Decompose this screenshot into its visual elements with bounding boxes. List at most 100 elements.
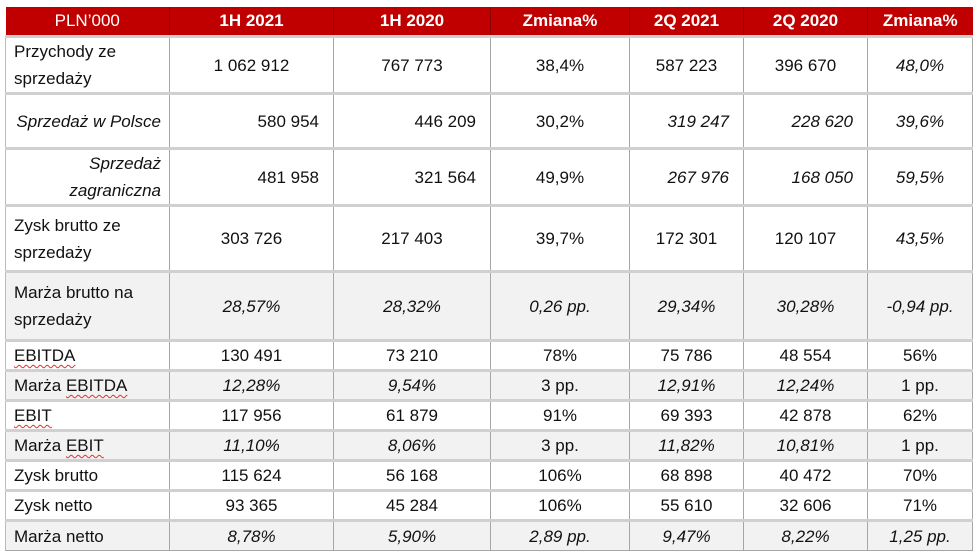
value-cell: -0,94 pp. bbox=[867, 270, 973, 341]
value-cell: 10,81% bbox=[743, 429, 868, 461]
value-cell: 396 670 bbox=[743, 35, 868, 94]
row-label: Marża EBIT bbox=[5, 429, 170, 461]
header-cell: 1H 2021 bbox=[169, 7, 334, 37]
value-cell: 172 301 bbox=[629, 204, 744, 272]
header-cell: 2Q 2021 bbox=[629, 7, 744, 37]
row-label: Zysk brutto ze sprzedaży bbox=[5, 204, 170, 272]
value-cell: 78% bbox=[490, 339, 630, 371]
value-cell: 8,78% bbox=[169, 519, 334, 551]
value-cell: 1 062 912 bbox=[169, 35, 334, 94]
value-cell: 91% bbox=[490, 399, 630, 431]
value-cell: 39,6% bbox=[867, 92, 973, 149]
value-cell: 228 620 bbox=[743, 92, 868, 149]
value-cell: 71% bbox=[867, 489, 973, 521]
row-label-text: Zysk brutto bbox=[14, 466, 99, 485]
value-cell: 106% bbox=[490, 489, 630, 521]
value-cell: 70% bbox=[867, 459, 973, 491]
value-cell: 55 610 bbox=[629, 489, 744, 521]
row-label-text: Marża EBIT bbox=[14, 436, 104, 455]
value-cell: 40 472 bbox=[743, 459, 868, 491]
value-cell: 56% bbox=[867, 339, 973, 371]
value-cell: 481 958 bbox=[169, 147, 334, 206]
table-row: Marża EBITDA 12,28% 9,54% 3 pp. 12,91% 12,24%… bbox=[5, 369, 973, 401]
row-label: EBIT bbox=[5, 399, 170, 431]
value-cell: 130 491 bbox=[169, 339, 334, 371]
value-cell: 106% bbox=[490, 459, 630, 491]
row-label: Marża brutto na sprzedaży bbox=[5, 270, 170, 341]
value-cell: 580 954 bbox=[169, 92, 334, 149]
row-label-text: Marża brutto na sprzedaży bbox=[14, 283, 134, 329]
value-cell: 267 976 bbox=[629, 147, 744, 206]
row-label: Marża netto bbox=[5, 519, 170, 551]
value-cell: 9,47% bbox=[629, 519, 744, 551]
value-cell: 9,54% bbox=[333, 369, 491, 401]
table-row: Marża netto 8,78% 5,90% 2,89 pp. 9,47% 8,22% 1… bbox=[5, 519, 973, 551]
value-cell: 319 247 bbox=[629, 92, 744, 149]
value-cell: 12,24% bbox=[743, 369, 868, 401]
value-cell: 8,06% bbox=[333, 429, 491, 461]
header-cell: PLN’000 bbox=[5, 7, 170, 37]
spellcheck-word: EBITDA bbox=[65, 376, 128, 395]
value-cell: 120 107 bbox=[743, 204, 868, 272]
row-label-text: Sprzedaż w Polsce bbox=[16, 111, 161, 131]
value-cell: 43,5% bbox=[867, 204, 973, 272]
spellcheck-word: EBIT bbox=[65, 436, 104, 455]
header-row: PLN’000 1H 2021 1H 2020 Zmiana% 2Q 2021 … bbox=[5, 7, 973, 37]
header-cell: Zmiana% bbox=[867, 7, 973, 37]
value-cell: 1 pp. bbox=[867, 369, 973, 401]
row-label: Sprzedaż zagraniczna bbox=[5, 147, 170, 206]
table-row: EBIT 117 956 61 879 91% 69 393 42 878 62% bbox=[5, 399, 973, 431]
value-cell: 1 pp. bbox=[867, 429, 973, 461]
value-cell: 8,22% bbox=[743, 519, 868, 551]
value-cell: 767 773 bbox=[333, 35, 491, 94]
row-label-text: Zysk brutto ze sprzedaży bbox=[14, 215, 121, 262]
value-cell: 73 210 bbox=[333, 339, 491, 371]
table-row: Sprzedaż zagraniczna 481 958 321 564 49,9% 2… bbox=[5, 147, 973, 206]
value-cell: 11,10% bbox=[169, 429, 334, 461]
header-cell: Zmiana% bbox=[490, 7, 630, 37]
row-label-text: Marża netto bbox=[14, 526, 104, 546]
value-cell: 61 879 bbox=[333, 399, 491, 431]
table-row: Marża brutto na sprzedaży 28,57% 28,32% 0,2… bbox=[5, 270, 973, 341]
value-cell: 45 284 bbox=[333, 489, 491, 521]
value-cell: 30,28% bbox=[743, 270, 868, 341]
value-cell: 28,57% bbox=[169, 270, 334, 341]
value-cell: 49,9% bbox=[490, 147, 630, 206]
value-cell: 32 606 bbox=[743, 489, 868, 521]
table-row: EBITDA 130 491 73 210 78% 75 786 48 554 56% bbox=[5, 339, 973, 371]
value-cell: 0,26 pp. bbox=[490, 270, 630, 341]
row-label: Zysk brutto bbox=[5, 459, 170, 491]
value-cell: 30,2% bbox=[490, 92, 630, 149]
row-label-text: Marża EBITDA bbox=[14, 376, 128, 395]
value-cell: 56 168 bbox=[333, 459, 491, 491]
row-label: EBITDA bbox=[5, 339, 170, 371]
row-label: Zysk netto bbox=[5, 489, 170, 521]
table-row: Przychody ze sprzedaży 1 062 912 767 773 38… bbox=[5, 35, 973, 94]
value-cell: 12,28% bbox=[169, 369, 334, 401]
value-cell: 117 956 bbox=[169, 399, 334, 431]
table-row: Zysk brutto ze sprzedaży 303 726 217 403 39… bbox=[5, 204, 973, 272]
row-label: Sprzedaż w Polsce bbox=[5, 92, 170, 149]
value-cell: 446 209 bbox=[333, 92, 491, 149]
value-cell: 69 393 bbox=[629, 399, 744, 431]
value-cell: 28,32% bbox=[333, 270, 491, 341]
value-cell: 68 898 bbox=[629, 459, 744, 491]
value-cell: 5,90% bbox=[333, 519, 491, 551]
value-cell: 59,5% bbox=[867, 147, 973, 206]
value-cell: 42 878 bbox=[743, 399, 868, 431]
row-label: Przychody ze sprzedaży bbox=[5, 35, 170, 94]
value-cell: 12,91% bbox=[629, 369, 744, 401]
value-cell: 2,89 pp. bbox=[490, 519, 630, 551]
table-row: Zysk netto 93 365 45 284 106% 55 610 32 606 71… bbox=[5, 489, 973, 521]
value-cell: 93 365 bbox=[169, 489, 334, 521]
value-cell: 11,82% bbox=[629, 429, 744, 461]
value-cell: 3 pp. bbox=[490, 369, 630, 401]
value-cell: 3 pp. bbox=[490, 429, 630, 461]
table-row: Zysk brutto 115 624 56 168 106% 68 898 40 472… bbox=[5, 459, 973, 491]
table-row: Marża EBIT 11,10% 8,06% 3 pp. 11,82% 10,81% 1 … bbox=[5, 429, 973, 461]
value-cell: 39,7% bbox=[490, 204, 630, 272]
row-label-text: EBITDA bbox=[14, 346, 76, 365]
value-cell: 303 726 bbox=[169, 204, 334, 272]
row-label-text: EBIT bbox=[14, 406, 52, 425]
value-cell: 48,0% bbox=[867, 35, 973, 94]
